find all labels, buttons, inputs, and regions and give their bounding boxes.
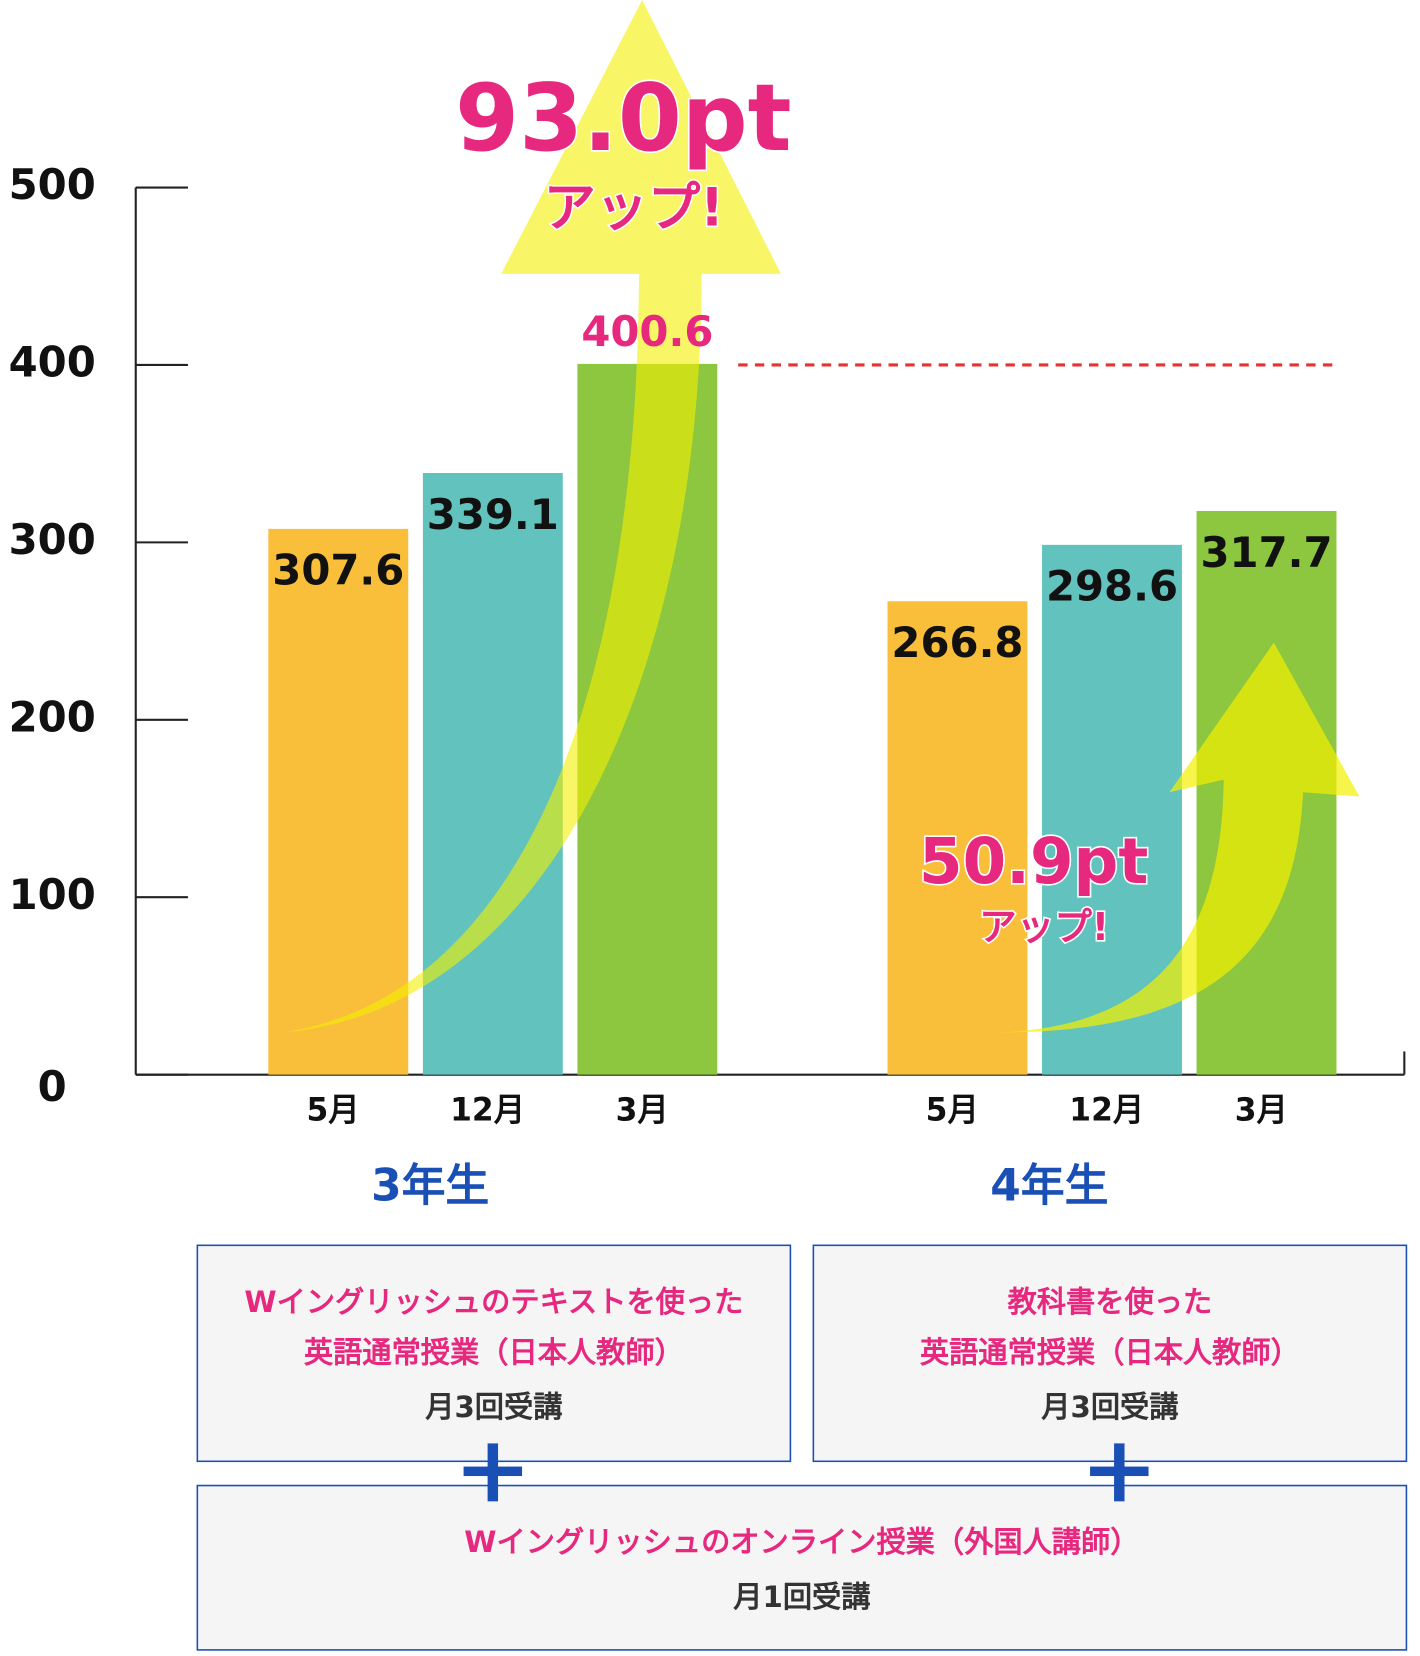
box <box>196 1244 792 1463</box>
box-line: Wイングリッシュのオンライン授業（外国人講師） <box>464 1525 1139 1559</box>
y-tick-label: 300 <box>9 515 96 564</box>
box-line: 英語通常授業（日本人教師） <box>920 1335 1300 1369</box>
y-tick-label: 0 <box>38 1062 67 1111</box>
box <box>812 1244 1408 1463</box>
value-label: 317.7 <box>1200 528 1332 577</box>
value-label: 298.6 <box>1046 561 1178 610</box>
arrow-4nen <box>997 642 1360 1033</box>
x-tick-label: 3月 <box>616 1092 669 1128</box>
y-tick-label: 200 <box>9 692 96 741</box>
annotation-value: 50.9pt <box>919 825 1148 898</box>
y-tick-label: 500 <box>9 160 96 209</box>
x-tick-label: 12月 <box>450 1092 525 1128</box>
bars <box>134 186 1406 1076</box>
box-line: 教科書を使った <box>1007 1285 1213 1319</box>
box <box>196 1484 1408 1651</box>
bar <box>422 473 563 1075</box>
group-label: 3年生 <box>371 1160 489 1211</box>
value-label: 307.6 <box>272 546 404 595</box>
box-line: 英語通常授業（日本人教師） <box>304 1335 684 1369</box>
value-label: 400.6 <box>581 307 713 356</box>
box-note: 月3回受講 <box>1041 1390 1178 1424</box>
group-label: 4年生 <box>990 1160 1108 1211</box>
x-tick-label: 12月 <box>1069 1092 1144 1128</box>
y-tick-label: 100 <box>9 870 96 919</box>
plus-icons <box>463 1443 1149 1502</box>
x-tick-label: 5月 <box>307 1092 360 1128</box>
box-texts: Wイングリッシュのテキストを使った英語通常授業（日本人教師）月3回受講教科書を使… <box>244 1285 1300 1614</box>
x-tick-label: 3月 <box>1235 1092 1288 1128</box>
arrow-3nen <box>281 0 781 1033</box>
labels: 0 100 200 300 400 500 307.6 5月 339.1 12月 400.6 3月 3年… <box>9 62 1333 1212</box>
value-label: 339.1 <box>427 490 559 539</box>
bar <box>887 601 1028 1075</box>
y-tick-label: 400 <box>9 337 96 386</box>
box-note: 月3回受講 <box>425 1390 562 1424</box>
box-line: Wイングリッシュのテキストを使った <box>244 1285 743 1319</box>
annotation-label: アップ! <box>979 905 1109 949</box>
box-note: 月1回受講 <box>733 1580 870 1614</box>
x-tick-label: 5月 <box>926 1092 979 1128</box>
annotation-label: アップ! <box>544 177 724 238</box>
bar <box>268 528 409 1075</box>
annotation-value: 93.0pt <box>455 63 791 172</box>
value-label: 266.8 <box>891 618 1023 667</box>
